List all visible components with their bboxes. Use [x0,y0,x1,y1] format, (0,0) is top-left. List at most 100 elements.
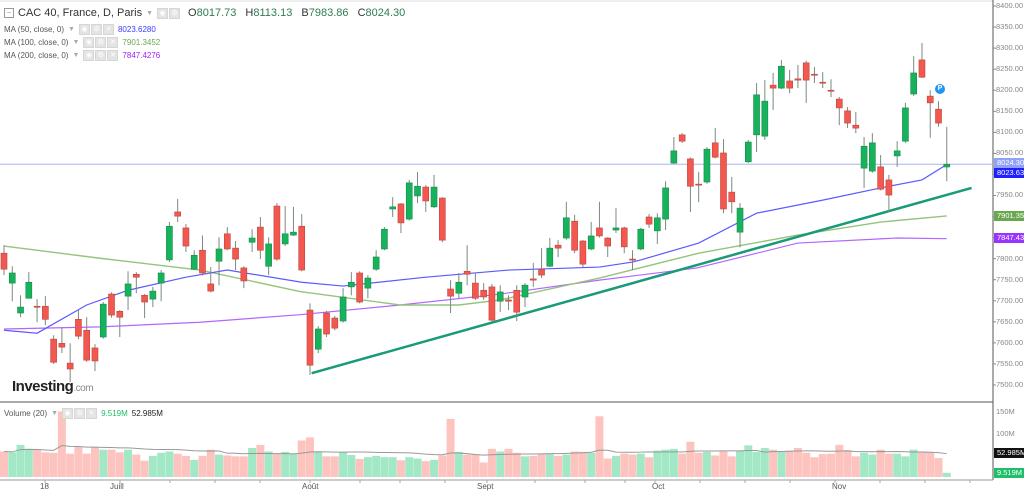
volume-bar [363,457,372,477]
candle-body [75,319,82,337]
candle [620,226,628,254]
volume-bar [223,455,232,477]
ma200-legend: MA (200, close, 0) ▼ ◉ ⚙ ✕ 7847.4276 [4,50,161,61]
candle [314,326,322,353]
candle-body [902,107,909,142]
eye-icon[interactable]: ◉ [83,50,95,61]
candle-body [488,286,496,321]
gear-icon[interactable]: ⚙ [74,408,86,419]
gear-icon[interactable]: ⚙ [90,24,102,35]
candle [877,155,884,191]
close-icon[interactable]: ✕ [107,37,119,48]
candle [240,266,248,289]
volume-current-tag: 9.519M [994,468,1024,478]
investing-logo: Investing.com [12,378,94,395]
candle-body [579,240,587,265]
price-axis-label: 8300.00 [996,43,1024,53]
candle-body [25,281,33,299]
volume-bar [49,452,58,477]
marker-p[interactable]: P [935,84,945,94]
candle-body [910,72,918,95]
candle-body [513,289,521,313]
volume-bar [711,455,720,477]
candle [99,302,107,339]
candle [273,203,281,261]
candle [430,174,438,209]
volume-bar [785,450,794,477]
ma100-legend: MA (100, close, 0) ▼ ◉ ⚙ ✕ 7901.3452 [4,37,161,48]
candle-body [753,94,760,136]
eye-icon[interactable]: ◉ [157,7,169,19]
volume-bar [678,453,687,477]
close-icon[interactable]: ✕ [102,24,114,35]
candle-body [877,166,884,190]
candle-body [290,231,297,236]
volume-bar [860,452,869,477]
collapse-icon[interactable]: − [4,8,14,18]
candle [612,208,620,233]
chevron-down-icon[interactable]: ▼ [68,26,75,33]
candle [662,181,669,231]
chevron-down-icon[interactable]: ▼ [146,9,154,17]
candle [596,201,603,238]
eye-icon[interactable]: ◉ [78,24,90,35]
gear-icon[interactable]: ⚙ [95,37,107,48]
chevron-down-icon[interactable]: ▼ [72,52,80,59]
candle [422,184,430,212]
candle-body [298,225,306,271]
candle-body [240,267,248,282]
candle [50,335,57,364]
close-icon[interactable]: ✕ [86,408,98,419]
volume-bar [587,452,596,477]
candle-body [811,73,818,76]
candle [25,272,33,299]
volume-axis-label: 150M [996,407,1015,416]
gear-icon[interactable]: ⚙ [95,50,107,61]
ma50-tag: 8023.63 [994,168,1024,178]
price-axis-label: 7500.00 [996,379,1024,389]
gear-icon[interactable]: ⚙ [169,7,181,19]
volume-bar [74,447,83,477]
candle [794,64,802,89]
volume-bar [479,462,488,477]
candle [281,206,289,247]
volume-bar [744,445,753,477]
candle-body [17,306,24,314]
candle [8,266,16,302]
close-icon[interactable]: ✕ [107,50,119,61]
candle-body [844,110,851,124]
volume-bar [446,418,455,477]
volume-bar [388,457,397,477]
candle-body [397,203,405,224]
candle-body [596,227,603,237]
candle-body [496,291,504,302]
chevron-down-icon[interactable]: ▼ [51,410,59,417]
eye-icon[interactable]: ◉ [83,37,95,48]
candle-body [331,317,339,329]
volume-bar [645,457,654,477]
symbol-title[interactable]: CAC 40, France, D, Paris [18,7,143,19]
volume-bar [272,453,281,477]
trendline [311,186,972,375]
candle-body [654,217,661,232]
volume-bars [0,411,951,477]
candle [381,227,388,251]
candle [935,101,942,127]
candle [58,327,66,353]
volume-bar [802,452,811,477]
volume-bar [529,455,538,477]
candle [116,310,124,337]
price-axis-label: 8200.00 [996,85,1024,95]
price-axis-label: 7800.00 [996,253,1024,263]
candle [75,310,82,340]
volume-bar [66,453,75,477]
candle-body [521,284,529,298]
ma100-tag: 7901.35 [994,211,1024,221]
candle-body [133,273,140,278]
candle [736,203,744,248]
volume-bar [396,460,405,477]
eye-icon[interactable]: ◉ [62,408,74,419]
chevron-down-icon[interactable]: ▼ [72,39,80,46]
candle [141,294,148,319]
